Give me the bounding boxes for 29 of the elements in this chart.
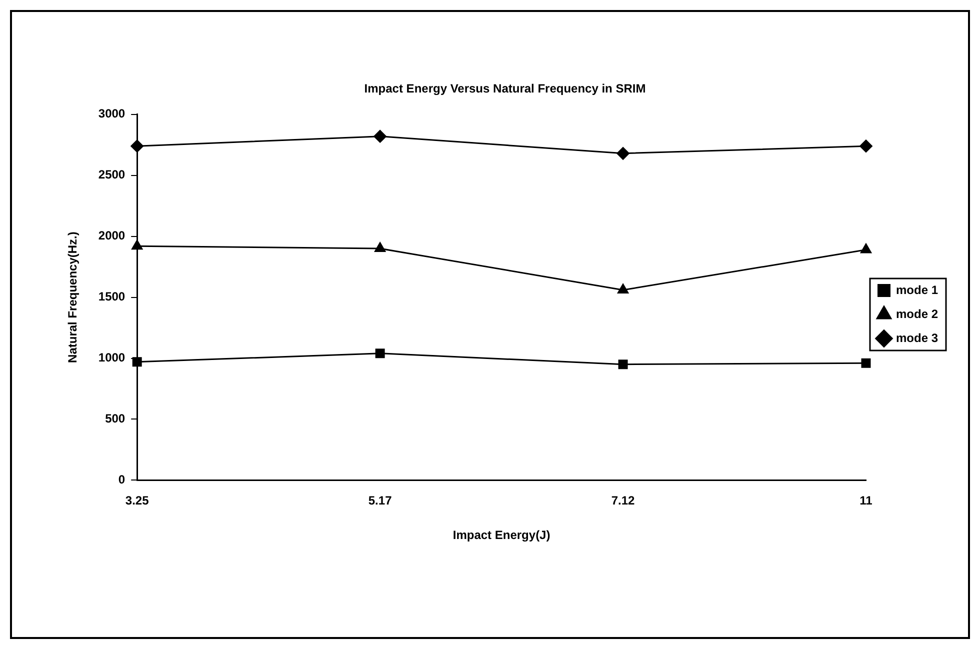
point	[861, 358, 871, 368]
y-tick-label: 1000	[98, 350, 126, 365]
point	[131, 240, 143, 250]
point	[618, 360, 628, 370]
point	[130, 140, 144, 153]
point	[860, 243, 872, 254]
chart-title: Impact Energy Versus Natural Frequency in SRIM	[364, 82, 646, 96]
legend-label: mode 2	[896, 306, 938, 321]
legend-label: mode 3	[896, 330, 938, 345]
y-tick-label: 2500	[98, 168, 126, 182]
point	[132, 357, 142, 367]
point	[617, 283, 629, 294]
x-axis-title: Impact Energy(J)	[452, 528, 550, 542]
y-tick-label: 3000	[98, 106, 126, 121]
x-tick-label: 7.12	[611, 494, 636, 508]
legend-label: mode 1	[896, 282, 938, 297]
y-axis-title: Natural Frequency(Hz.)	[66, 232, 80, 363]
y-tick-label: 2000	[98, 228, 126, 243]
y-tick-label: 500	[105, 412, 126, 426]
point	[859, 140, 872, 153]
y-tick-label: 1500	[98, 290, 126, 304]
point	[375, 348, 385, 358]
y-tick-label: 0	[118, 472, 126, 487]
point	[374, 130, 387, 143]
x-tick-label: 11	[860, 494, 873, 508]
x-tick-label: 5.17	[368, 494, 392, 508]
x-tick-label: 3.25	[125, 494, 150, 508]
point	[616, 146, 630, 160]
point	[374, 242, 386, 252]
